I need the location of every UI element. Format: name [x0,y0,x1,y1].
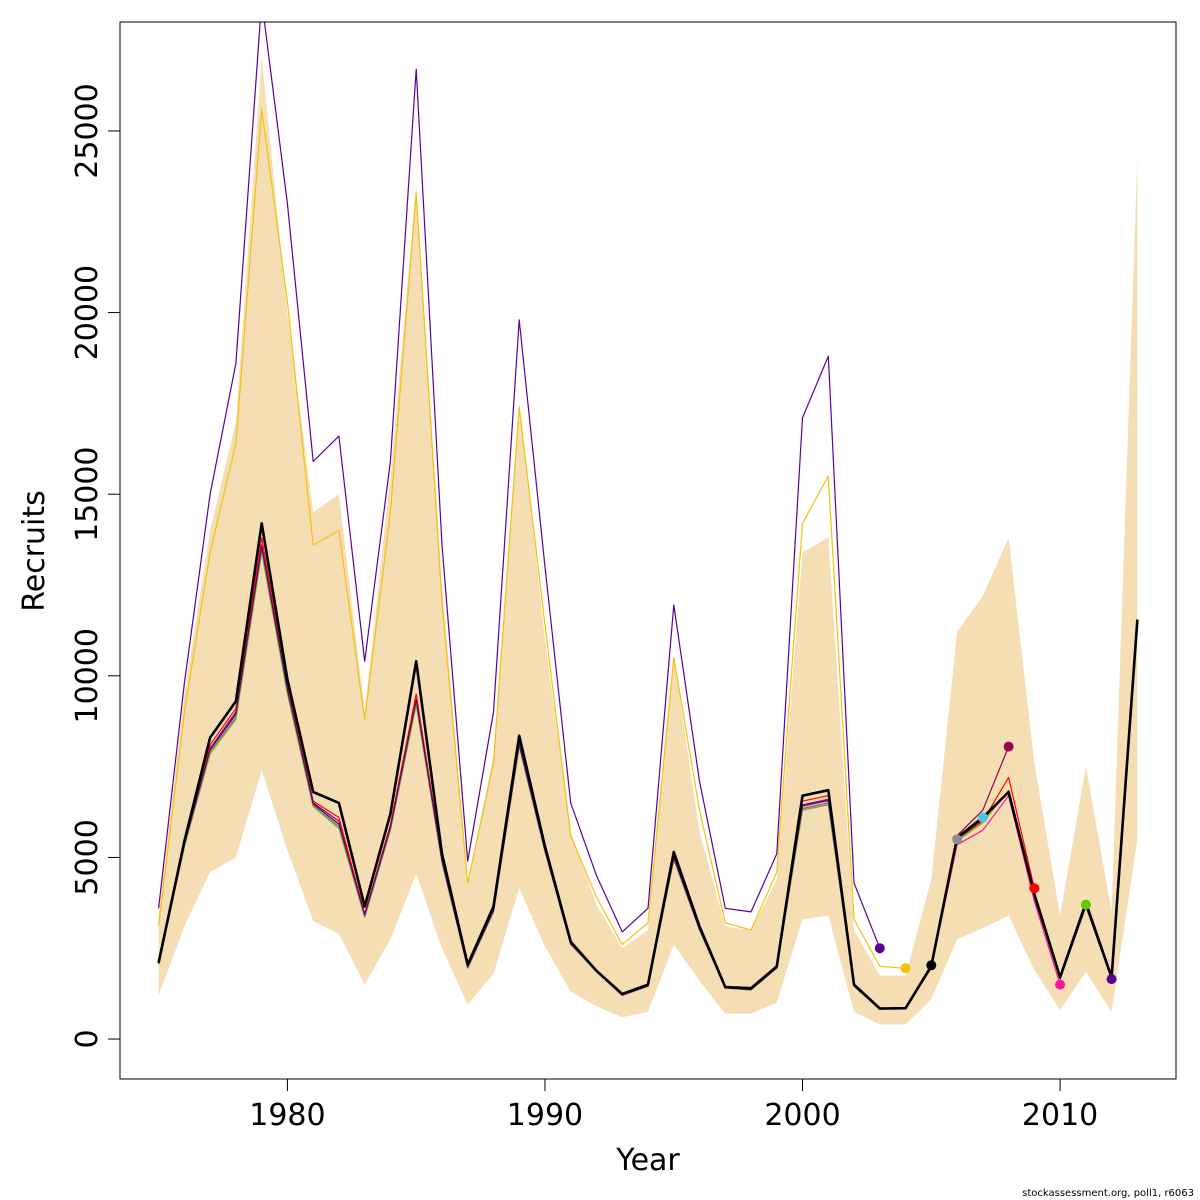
end-point-2005 [926,960,937,971]
end-point-2008 [1003,741,1014,752]
end-point-2006 [952,834,963,845]
y-tick-label: 5000 [70,819,105,895]
y-axis: 0 5000 10000 15000 20000 25000 [70,83,121,1049]
x-tick-label: 1980 [249,1098,325,1133]
series-line-1 [158,22,881,949]
end-point-2007 [977,812,988,823]
y-tick-label: 20000 [70,265,105,360]
y-tick-label: 15000 [70,446,105,541]
end-point-2004 [900,963,911,974]
y-tick-label: 10000 [70,628,105,723]
credit-text: stockassessment.org, poll1, r6063 [1022,1188,1194,1199]
end-point-2009 [1029,883,1040,894]
y-tick-label: 0 [70,1029,105,1048]
series-lines [157,22,1139,1010]
x-axis-title: Year [615,1143,680,1178]
confidence-band [158,58,1138,1025]
x-tick-label: 2000 [764,1098,840,1133]
y-axis-title: Recruits [17,490,52,612]
confidence-band-area [158,58,1138,1025]
x-axis: 1980 1990 2000 2010 [249,1078,1098,1133]
end-point-2012 [1106,974,1117,985]
series-line-2 [158,108,906,969]
x-tick-label: 2010 [1022,1098,1098,1133]
end-point-2011 [1080,899,1091,910]
series-line-10 [157,521,1139,1010]
end-points [874,741,1117,990]
y-tick-label: 25000 [70,83,105,178]
x-tick-label: 1990 [507,1098,583,1133]
end-point-2003 [874,943,885,954]
end-point-2010 [1055,979,1066,990]
